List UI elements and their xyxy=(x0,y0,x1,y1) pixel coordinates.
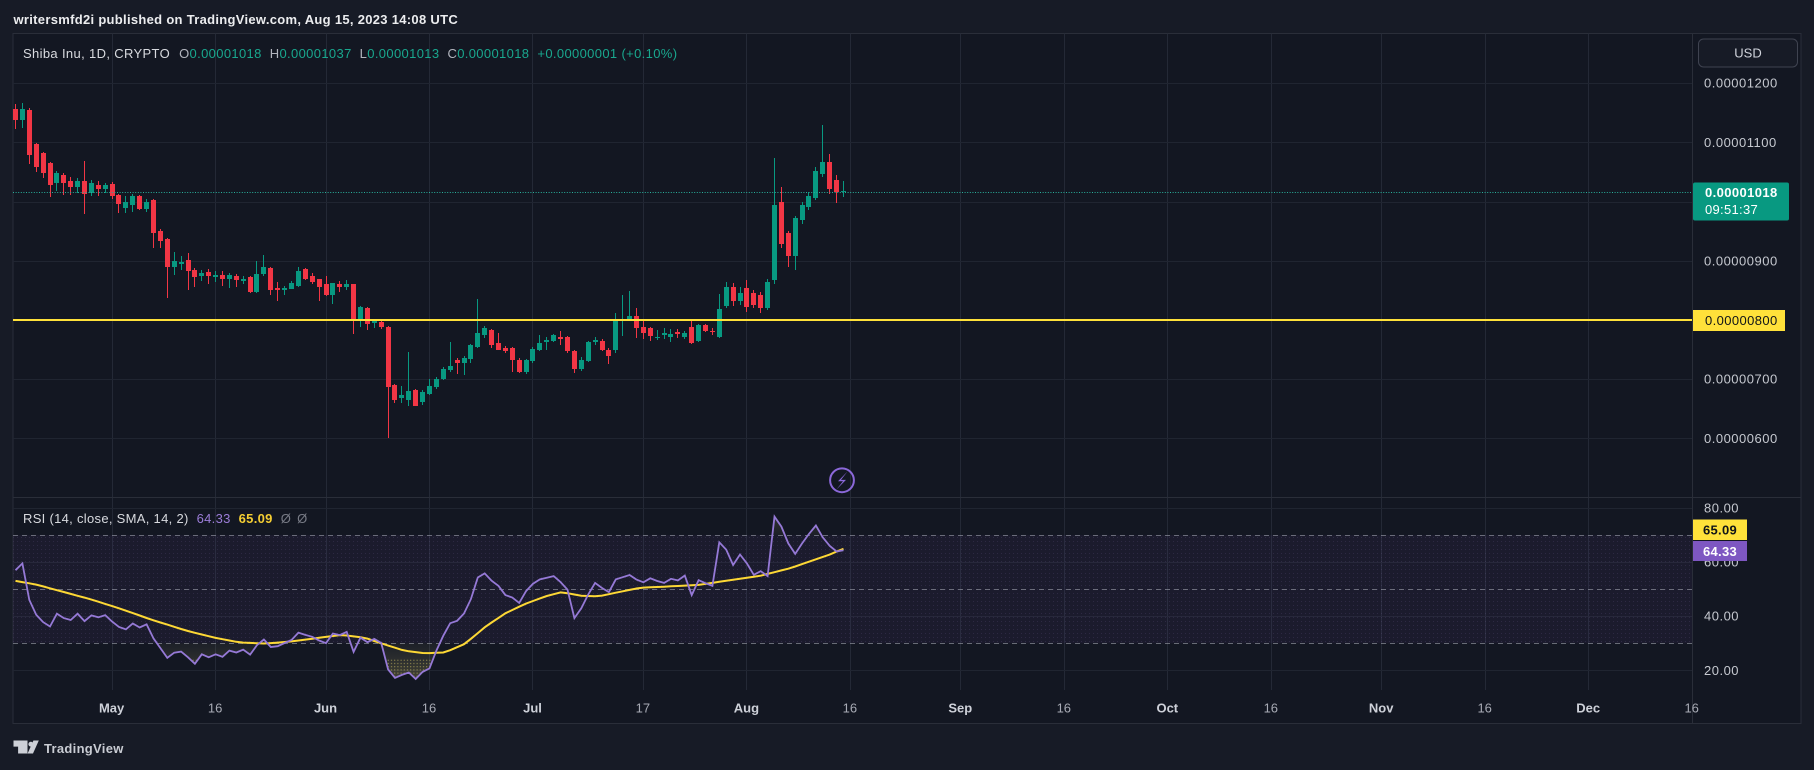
svg-text:09:51:37: 09:51:37 xyxy=(1705,202,1758,217)
svg-text:Jul: Jul xyxy=(523,701,542,716)
svg-text:0.00000700: 0.00000700 xyxy=(1704,372,1778,387)
svg-text:TradingView: TradingView xyxy=(44,741,124,756)
svg-text:17: 17 xyxy=(636,701,650,716)
svg-text:0.00001200: 0.00001200 xyxy=(1704,76,1778,91)
svg-text:Sep: Sep xyxy=(948,701,972,716)
svg-text:writersmfd2i published on Trad: writersmfd2i published on TradingView.co… xyxy=(13,12,459,27)
svg-text:RSI (14, close, SMA, 14, 2)64.: RSI (14, close, SMA, 14, 2) 64.33 65.09 Ø Ø xyxy=(23,511,308,526)
svg-text:80.00: 80.00 xyxy=(1704,500,1739,515)
svg-text:16: 16 xyxy=(1684,701,1698,716)
svg-text:0.00001100: 0.00001100 xyxy=(1704,135,1777,150)
svg-text:0.00001018: 0.00001018 xyxy=(1705,185,1778,200)
svg-text:May: May xyxy=(99,701,125,716)
svg-text:16: 16 xyxy=(1264,701,1278,716)
svg-text:40.00: 40.00 xyxy=(1704,609,1739,624)
svg-text:0.00000800: 0.00000800 xyxy=(1705,313,1778,328)
svg-text:16: 16 xyxy=(1057,701,1071,716)
svg-text:65.09: 65.09 xyxy=(1703,523,1737,538)
svg-text:16: 16 xyxy=(422,701,436,716)
svg-text:USD: USD xyxy=(1734,46,1761,61)
svg-text:0.00000900: 0.00000900 xyxy=(1704,253,1778,268)
svg-text:Oct: Oct xyxy=(1156,701,1178,716)
svg-text:16: 16 xyxy=(1477,701,1491,716)
svg-text:20.00: 20.00 xyxy=(1704,663,1739,678)
svg-text:Dec: Dec xyxy=(1576,701,1600,716)
svg-text:Nov: Nov xyxy=(1369,701,1394,716)
svg-text:16: 16 xyxy=(208,701,222,716)
svg-text:0.00000600: 0.00000600 xyxy=(1704,431,1778,446)
svg-text:Jun: Jun xyxy=(314,701,337,716)
svg-text:Aug: Aug xyxy=(734,701,759,716)
svg-text:16: 16 xyxy=(843,701,857,716)
svg-text:64.33: 64.33 xyxy=(1703,544,1737,559)
